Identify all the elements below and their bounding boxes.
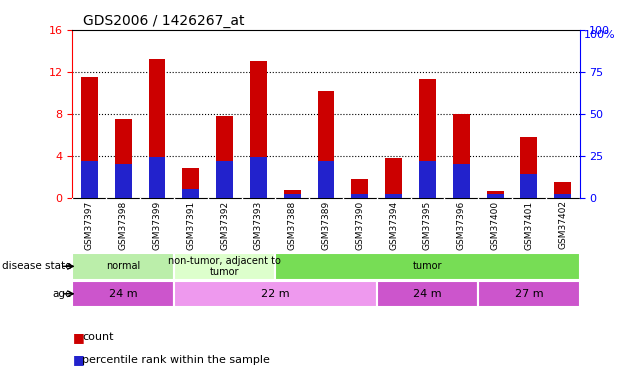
Text: 100%: 100% (584, 30, 616, 40)
Text: GSM37393: GSM37393 (254, 201, 263, 250)
Text: GSM37390: GSM37390 (355, 201, 364, 250)
Text: GSM37395: GSM37395 (423, 201, 432, 250)
FancyBboxPatch shape (72, 253, 174, 279)
Bar (486, 191, 503, 198)
Text: disease state: disease state (3, 261, 72, 272)
Bar (115, 119, 132, 198)
Text: GSM37389: GSM37389 (321, 201, 331, 250)
FancyBboxPatch shape (174, 280, 377, 307)
Text: GSM37398: GSM37398 (118, 201, 128, 250)
Text: GSM37402: GSM37402 (558, 201, 567, 249)
Text: GSM37400: GSM37400 (491, 201, 500, 250)
Bar (250, 158, 267, 198)
Text: GSM37388: GSM37388 (288, 201, 297, 250)
Text: GSM37396: GSM37396 (457, 201, 466, 250)
Bar (149, 59, 166, 198)
FancyBboxPatch shape (275, 253, 580, 279)
Text: GSM37392: GSM37392 (220, 201, 229, 250)
Text: GSM37394: GSM37394 (389, 201, 398, 250)
Text: 27 m: 27 m (515, 289, 543, 299)
Text: ■: ■ (72, 331, 84, 344)
FancyBboxPatch shape (72, 280, 174, 307)
Bar (419, 79, 436, 198)
Bar (216, 116, 233, 198)
Bar (453, 114, 470, 198)
Bar (419, 161, 436, 198)
Bar (81, 77, 98, 198)
FancyBboxPatch shape (478, 280, 580, 307)
Text: non-tumor, adjacent to
tumor: non-tumor, adjacent to tumor (168, 255, 281, 277)
Bar (284, 190, 301, 198)
Bar (486, 194, 503, 198)
Bar (520, 174, 537, 198)
FancyBboxPatch shape (174, 253, 275, 279)
Text: age: age (52, 289, 72, 299)
Bar (453, 164, 470, 198)
Bar (385, 194, 402, 198)
Bar (318, 91, 335, 198)
Bar (284, 194, 301, 198)
Text: GSM37399: GSM37399 (152, 201, 161, 250)
Bar (352, 179, 369, 198)
Bar (554, 182, 571, 198)
Text: tumor: tumor (413, 261, 442, 272)
Bar (115, 164, 132, 198)
Bar (318, 161, 335, 198)
Text: 24 m: 24 m (413, 289, 442, 299)
Text: GSM37397: GSM37397 (85, 201, 94, 250)
Text: GDS2006 / 1426267_at: GDS2006 / 1426267_at (83, 13, 244, 28)
Text: ■: ■ (72, 354, 84, 366)
Bar (520, 137, 537, 198)
Bar (352, 194, 369, 198)
Text: normal: normal (106, 261, 140, 272)
Text: GSM37391: GSM37391 (186, 201, 195, 250)
Text: count: count (82, 333, 113, 342)
Bar (554, 194, 571, 198)
Text: 24 m: 24 m (109, 289, 137, 299)
Bar (81, 161, 98, 198)
Bar (149, 158, 166, 198)
Text: 22 m: 22 m (261, 289, 290, 299)
Bar (182, 189, 199, 198)
FancyBboxPatch shape (377, 280, 478, 307)
Bar (216, 161, 233, 198)
Text: GSM37401: GSM37401 (524, 201, 534, 250)
Bar (385, 158, 402, 198)
Bar (250, 62, 267, 198)
Bar (182, 168, 199, 198)
Text: percentile rank within the sample: percentile rank within the sample (82, 355, 270, 365)
